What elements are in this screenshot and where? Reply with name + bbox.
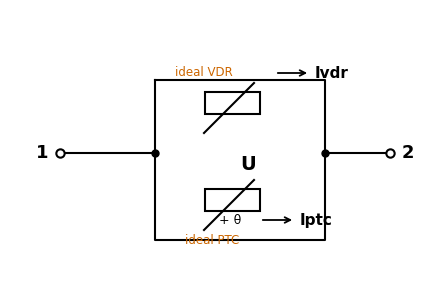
Bar — [205, 92, 260, 114]
Text: 1: 1 — [36, 144, 48, 162]
Text: ideal VDR: ideal VDR — [175, 66, 233, 80]
Bar — [205, 189, 260, 211]
Text: Iptc: Iptc — [300, 212, 333, 227]
Text: 2: 2 — [402, 144, 414, 162]
Text: + θ: + θ — [219, 213, 241, 226]
Text: Ivdr: Ivdr — [315, 66, 349, 80]
Text: U: U — [240, 156, 256, 175]
Text: ideal PTC: ideal PTC — [185, 234, 239, 246]
